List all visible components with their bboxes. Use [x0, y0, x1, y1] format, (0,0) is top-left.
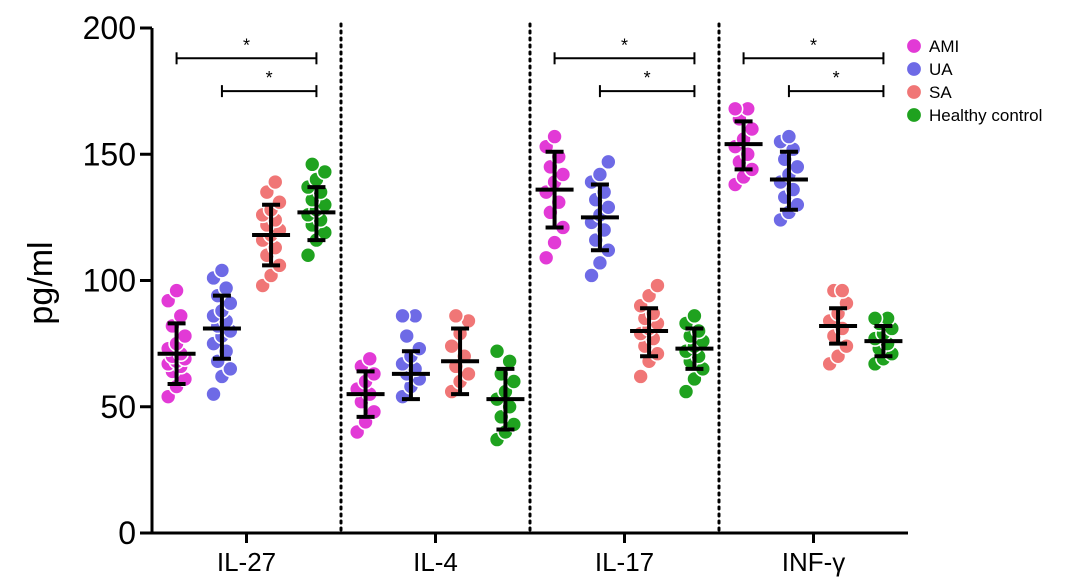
x-tick-label: IL-27 — [217, 547, 276, 577]
data-point — [266, 173, 284, 191]
x-tick-label: IL-17 — [595, 547, 654, 577]
data-point — [591, 166, 609, 183]
data-point — [583, 267, 600, 284]
data-point — [488, 342, 506, 360]
data-point — [833, 282, 851, 299]
legend-marker — [905, 37, 923, 55]
legend: AMI UA SA Healthy control — [905, 37, 1042, 125]
data-point — [222, 360, 239, 378]
data-point — [743, 120, 761, 138]
x-tick-label: IL-4 — [413, 547, 458, 577]
data-point — [303, 156, 321, 173]
data-point — [316, 163, 334, 181]
significance-label: * — [621, 35, 628, 55]
y-tick-label: 150 — [83, 136, 136, 172]
data-point — [632, 368, 649, 385]
data-point — [176, 327, 194, 345]
data-point — [677, 383, 695, 400]
x-tick-label: INF-γ — [782, 547, 846, 577]
data-point — [361, 350, 379, 368]
data-point — [168, 282, 185, 299]
significance-label: * — [266, 68, 273, 88]
legend-label: SA — [929, 83, 952, 102]
y-tick-label: 0 — [118, 515, 136, 551]
significance-label: * — [810, 35, 817, 55]
significance-label: * — [833, 68, 840, 88]
data-point — [838, 337, 855, 355]
legend-label: UA — [929, 60, 953, 79]
data-point — [501, 352, 518, 370]
data-point — [447, 307, 465, 325]
data-point — [546, 128, 563, 145]
legend-marker — [905, 106, 923, 124]
data-point — [866, 310, 884, 327]
data-point — [537, 249, 555, 267]
data-point — [686, 307, 703, 325]
data-point — [398, 327, 416, 345]
data-point — [411, 340, 428, 357]
data-point — [546, 234, 563, 251]
y-axis-label: pg/ml — [22, 241, 60, 324]
summary-layer — [157, 119, 903, 432]
legend-label: Healthy control — [929, 106, 1042, 125]
axes-layer: 0 50 100 150 200 IL-27 IL-4 IL-17 INF-γ — [83, 10, 908, 577]
data-point — [726, 100, 744, 118]
separators-layer — [339, 22, 721, 535]
significance-label: * — [243, 35, 250, 55]
data-point — [271, 193, 288, 211]
data-point — [649, 277, 666, 294]
data-point — [600, 153, 617, 171]
significance-layer: * * * * * * — [175, 35, 885, 98]
legend-label: AMI — [929, 37, 959, 56]
data-point — [213, 262, 231, 279]
data-point — [591, 254, 609, 272]
legend-marker — [905, 83, 923, 101]
y-tick-label: 100 — [83, 263, 136, 299]
y-tick-label: 200 — [83, 10, 136, 46]
legend-marker — [905, 60, 923, 78]
data-point — [299, 246, 317, 264]
y-tick-label: 50 — [100, 389, 136, 425]
data-point — [217, 279, 235, 297]
data-point — [205, 385, 222, 403]
data-point — [394, 307, 411, 325]
data-point — [172, 307, 190, 325]
significance-label: * — [644, 68, 651, 88]
data-point — [780, 128, 798, 145]
